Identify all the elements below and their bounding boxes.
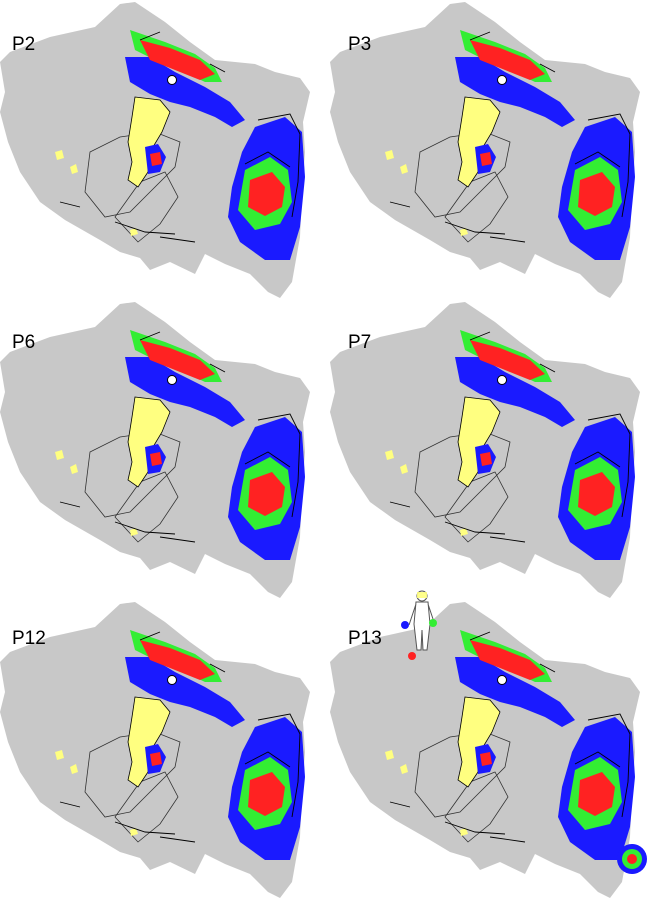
panel-P3: P3 [329,1,641,299]
panel-label: P12 [12,628,46,649]
panel-P2: P2 [0,1,311,299]
panel-label: P13 [348,628,382,649]
panel-P12: P12 [0,601,311,899]
panel-label: P6 [12,332,35,353]
panel-label: P7 [348,332,371,353]
panel-label: P2 [12,34,35,55]
panel-P13: P13 [329,601,641,899]
panel-P6: P6 [0,301,311,599]
panel-P7: P7 [329,301,641,599]
panel-label: P3 [348,34,371,55]
eccentricity-target-icon [617,844,647,874]
